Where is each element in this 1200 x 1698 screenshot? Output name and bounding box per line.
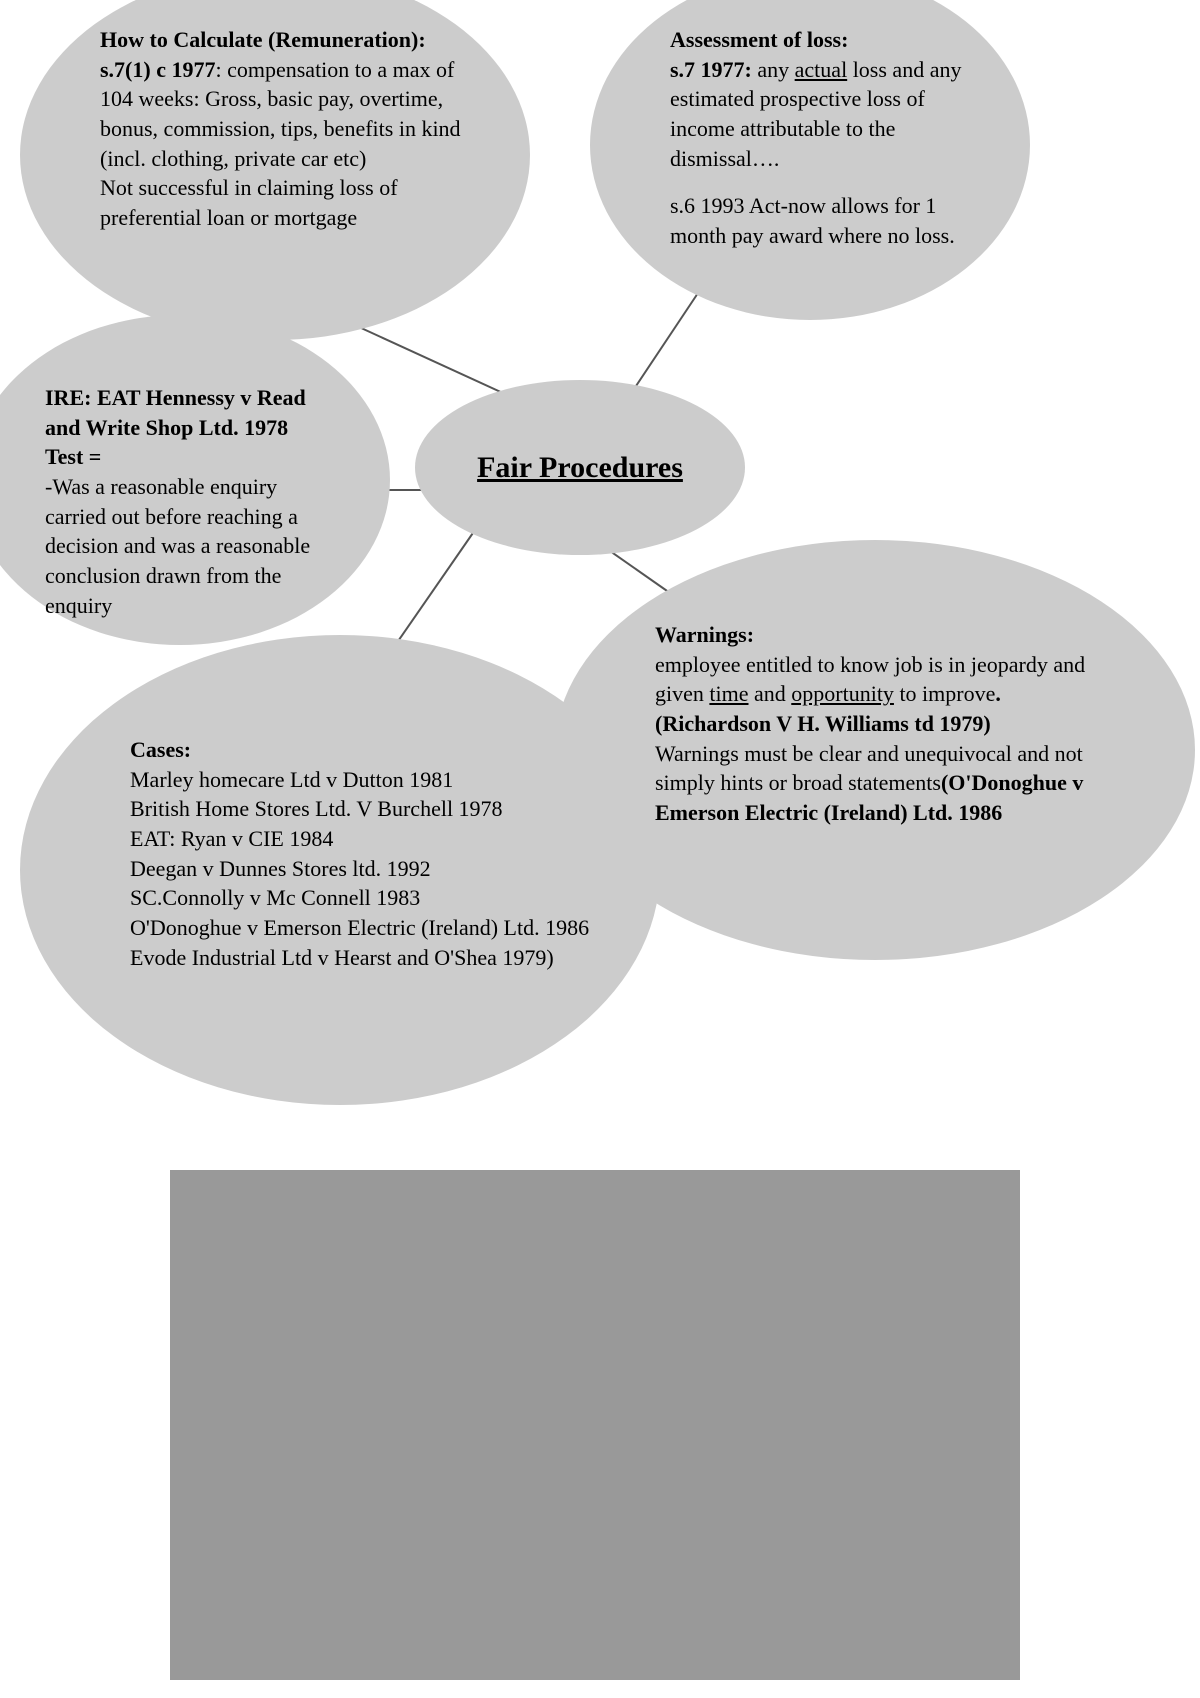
assessment-line1-bold: s.7 1977: xyxy=(670,57,752,82)
cases-title: Cases: xyxy=(130,737,191,762)
remuneration-title: How to Calculate (Remuneration): xyxy=(100,27,426,52)
gray-rectangle xyxy=(170,1170,1020,1680)
assessment-title: Assessment of loss: xyxy=(670,27,848,52)
center-title: Fair Procedures xyxy=(477,451,683,484)
remuneration-line2: Not successful in claiming loss of prefe… xyxy=(100,173,470,232)
warnings-body1-c: to improve xyxy=(894,681,995,706)
diagram-canvas: Fair Procedures How to Calculate (Remune… xyxy=(0,0,1200,1698)
warnings-body1-u1: time xyxy=(709,681,748,706)
assessment-line2: s.6 1993 Act-now allows for 1 month pay … xyxy=(670,191,970,250)
hennessy-body: -Was a reasonable enquiry carried out be… xyxy=(45,472,325,620)
center-node: Fair Procedures xyxy=(415,380,745,555)
cases-item-1: British Home Stores Ltd. V Burchell 1978 xyxy=(130,794,600,824)
cases-node: Cases: Marley homecare Ltd v Dutton 1981… xyxy=(20,635,660,1105)
cases-item-5: O'Donoghue v Emerson Electric (Ireland) … xyxy=(130,913,600,943)
cases-item-6: Evode Industrial Ltd v Hearst and O'Shea… xyxy=(130,943,600,973)
hennessy-title: IRE: EAT Hennessy v Read and Write Shop … xyxy=(45,385,306,469)
warnings-body1-u2: opportunity xyxy=(791,681,894,706)
cases-item-3: Deegan v Dunnes Stores ltd. 1992 xyxy=(130,854,600,884)
warnings-body1-b: and xyxy=(749,681,792,706)
warnings-title: Warnings: xyxy=(655,622,754,647)
assessment-node: Assessment of loss: s.7 1977: any actual… xyxy=(590,0,1030,320)
hennessy-node: IRE: EAT Hennessy v Read and Write Shop … xyxy=(0,315,390,645)
cases-item-2: EAT: Ryan v CIE 1984 xyxy=(130,824,600,854)
remuneration-line1-bold: s.7(1) c 1977 xyxy=(100,57,215,82)
remuneration-node: How to Calculate (Remuneration): s.7(1) … xyxy=(20,0,530,340)
assessment-line1-ul: actual xyxy=(795,57,848,82)
cases-item-0: Marley homecare Ltd v Dutton 1981 xyxy=(130,765,600,795)
assessment-line1-a: any xyxy=(752,57,795,82)
cases-item-4: SC.Connolly v Mc Connell 1983 xyxy=(130,883,600,913)
